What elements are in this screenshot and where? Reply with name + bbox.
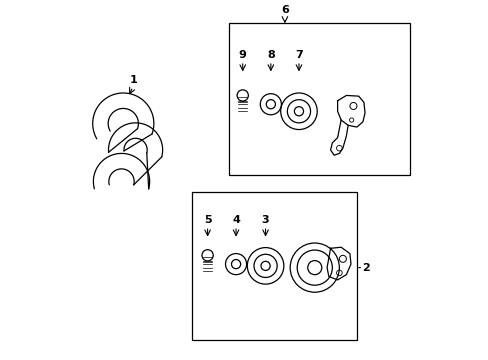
Text: 8: 8 [266, 50, 274, 60]
Bar [191, 192, 356, 339]
Text: 4: 4 [232, 215, 240, 225]
Bar [228, 23, 409, 175]
Text: 2: 2 [362, 263, 369, 273]
Text: 1: 1 [130, 75, 138, 85]
Text: 7: 7 [294, 50, 302, 60]
Text: 3: 3 [261, 215, 269, 225]
Text: 5: 5 [203, 215, 211, 225]
Text: 6: 6 [281, 5, 288, 15]
Text: 9: 9 [238, 50, 246, 60]
